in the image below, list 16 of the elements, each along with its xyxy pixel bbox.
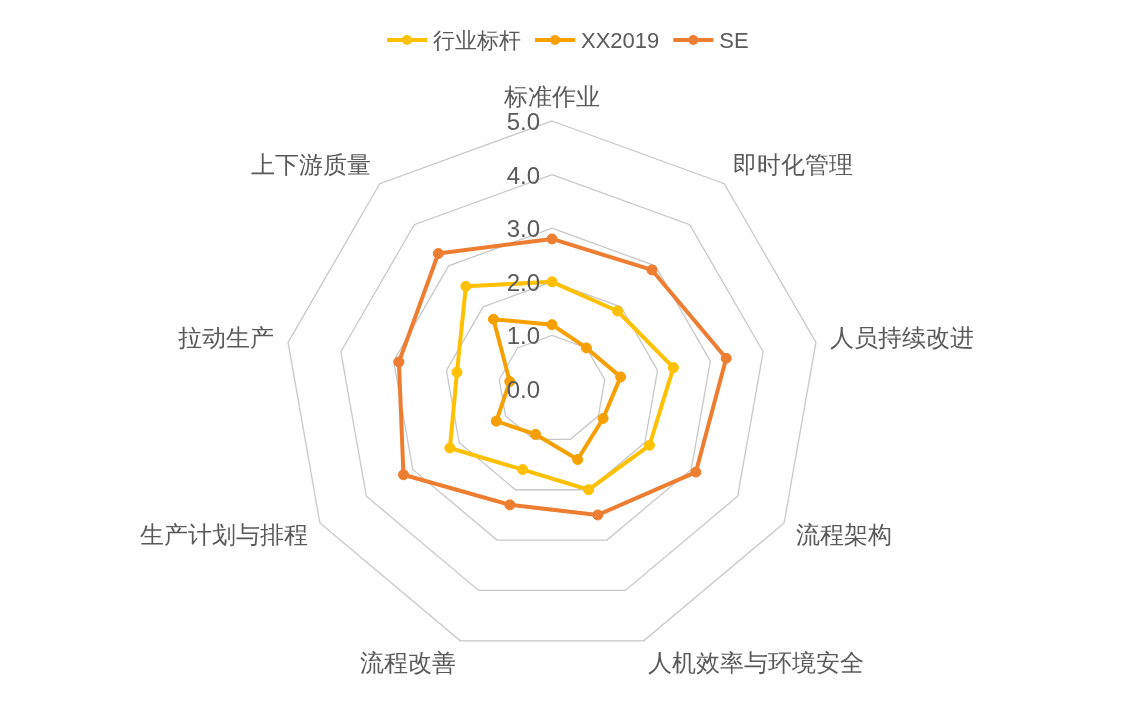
spoke-label: 人机效率与环境安全 xyxy=(648,649,865,677)
y-tick-label: 3.0 xyxy=(506,215,540,243)
legend-label: 行业标杆 xyxy=(433,28,521,53)
spoke-label: 流程架构 xyxy=(796,521,893,548)
spoke-label: 人员持续改进 xyxy=(829,324,974,352)
spoke-label: 拉动生产 xyxy=(178,324,275,352)
y-tick-label: 4.0 xyxy=(506,161,540,189)
y-tick-label: 1.0 xyxy=(506,322,540,350)
spoke-label: 生产计划与排程 xyxy=(139,521,308,548)
spoke-label: 标准作业 xyxy=(503,83,600,110)
y-tick-label: 5.0 xyxy=(506,108,540,135)
legend-label: XX2019 xyxy=(581,28,660,53)
spoke-label: 即时化管理 xyxy=(733,151,854,179)
legend-label: SE xyxy=(719,28,749,53)
spoke-label: 流程改善 xyxy=(359,649,456,677)
spoke-label: 上下游质量 xyxy=(250,151,371,179)
